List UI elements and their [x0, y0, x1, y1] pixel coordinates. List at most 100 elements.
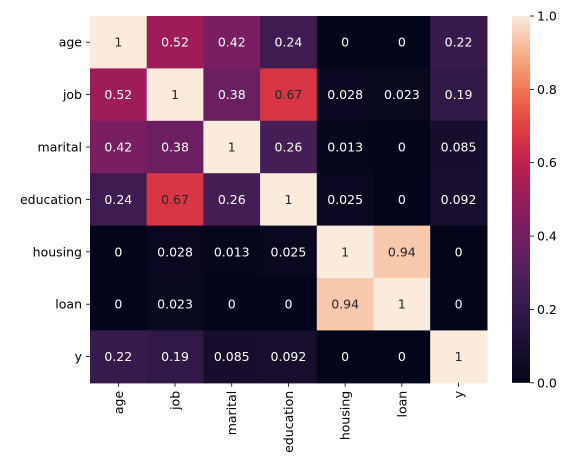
cell-label-age-marital: 0.42: [218, 35, 246, 50]
cell-housing-age: [90, 225, 148, 279]
cell-housing-loan: [373, 225, 431, 279]
cell-education-marital: [203, 173, 261, 227]
cell-label-y-job: 0.19: [161, 349, 189, 364]
cell-education-loan: [373, 173, 431, 227]
cell-label-y-y: 1: [455, 349, 463, 364]
cell-marital-education: [260, 120, 318, 174]
cell-label-housing-y: 0: [455, 244, 463, 259]
cell-housing-marital: [203, 225, 261, 279]
cell-job-y: [430, 68, 488, 122]
y-tick-label-loan: loan: [55, 297, 82, 312]
colorbar-tick-label-0.4: 0.4: [537, 229, 557, 244]
cell-job-job: [146, 68, 204, 122]
x-tick-label-marital: marital: [224, 391, 239, 435]
y-tick-label-housing: housing: [33, 244, 82, 259]
x-tick-labels: age job marital education housing loan y: [111, 382, 466, 453]
cell-label-loan-education: 0: [284, 297, 292, 312]
cell-housing-education: [260, 225, 318, 279]
x-tick-label-job: job: [168, 391, 183, 411]
cell-label-education-housing: 0.025: [327, 192, 363, 207]
cell-loan-y: [430, 278, 488, 331]
cell-education-housing: [316, 173, 375, 227]
cell-marital-housing: [316, 120, 375, 174]
colorbar-tick-label-1.0: 1.0: [537, 9, 557, 24]
cell-label-y-education: 0.092: [271, 349, 307, 364]
cell-label-loan-y: 0: [455, 297, 463, 312]
cell-job-education: [260, 68, 318, 122]
cell-label-loan-marital: 0: [228, 297, 236, 312]
cell-age-housing: [316, 16, 375, 69]
cell-marital-y: [430, 120, 488, 174]
cell-label-y-marital: 0.085: [214, 349, 250, 364]
cell-label-job-marital: 0.38: [218, 87, 246, 102]
cell-housing-housing: [316, 225, 375, 279]
cell-job-loan: [373, 68, 431, 122]
cell-marital-loan: [373, 120, 431, 174]
cell-job-age: [90, 68, 148, 122]
cell-y-job: [146, 330, 204, 384]
cell-label-marital-education: 0.26: [275, 140, 303, 155]
cell-age-y: [430, 16, 488, 69]
cell-loan-housing: [316, 278, 375, 331]
colorbar-tick-label-0.0: 0.0: [537, 375, 557, 390]
cell-y-education: [260, 330, 318, 384]
cell-education-education: [260, 173, 318, 227]
heatmap-cells: 1 0.52 0.42 0.24 0 0 0.22 0.52 1 0.38 0.67 0.028 0.0…: [90, 16, 488, 384]
cell-loan-job: [146, 278, 204, 331]
cell-y-y: [430, 330, 488, 384]
cell-label-job-education: 0.67: [275, 87, 303, 102]
cell-label-job-housing: 0.028: [327, 87, 363, 102]
cell-age-marital: [203, 16, 261, 69]
cell-job-marital: [203, 68, 261, 122]
cell-label-education-loan: 0: [398, 192, 406, 207]
cell-label-job-y: 0.19: [445, 87, 473, 102]
colorbar-tick-label-0.8: 0.8: [537, 82, 557, 97]
cell-label-marital-y: 0.085: [441, 140, 477, 155]
cell-label-housing-job: 0.028: [157, 244, 193, 259]
cell-label-housing-loan: 0.94: [388, 244, 416, 259]
cell-label-education-age: 0.24: [104, 192, 132, 207]
x-tick-label-loan: loan: [394, 391, 409, 418]
cell-label-education-y: 0.092: [441, 192, 477, 207]
cell-label-loan-loan: 1: [398, 297, 406, 312]
cell-marital-age: [90, 120, 148, 174]
cell-age-loan: [373, 16, 431, 69]
colorbar-tick-label-0.2: 0.2: [537, 302, 557, 317]
x-tick-label-age: age: [111, 391, 126, 415]
x-tick-label-housing: housing: [338, 391, 353, 440]
cell-label-job-loan: 0.023: [384, 87, 420, 102]
cell-label-age-education: 0.24: [275, 35, 303, 50]
cell-label-job-job: 1: [171, 87, 179, 102]
cell-label-housing-education: 0.025: [271, 244, 307, 259]
cell-loan-loan: [373, 278, 431, 331]
cell-y-loan: [373, 330, 431, 384]
cell-label-marital-marital: 1: [228, 140, 236, 155]
cell-y-housing: [316, 330, 375, 384]
cell-label-age-job: 0.52: [161, 35, 189, 50]
cell-job-housing: [316, 68, 375, 122]
cell-age-education: [260, 16, 318, 69]
cell-loan-education: [260, 278, 318, 331]
cell-label-marital-job: 0.38: [161, 140, 189, 155]
cell-label-marital-housing: 0.013: [327, 140, 363, 155]
cell-loan-marital: [203, 278, 261, 331]
cell-y-marital: [203, 330, 261, 384]
x-tick-label-y: y: [451, 390, 466, 398]
cell-label-age-loan: 0: [398, 35, 406, 50]
cell-label-education-education: 1: [284, 192, 292, 207]
cell-marital-job: [146, 120, 204, 174]
cell-label-y-housing: 0: [341, 349, 349, 364]
cell-label-job-age: 0.52: [104, 87, 132, 102]
cell-label-age-y: 0.22: [445, 35, 473, 50]
y-tick-label-education: education: [20, 192, 82, 207]
cell-y-age: [90, 330, 148, 384]
y-tick-label-marital: marital: [38, 140, 82, 155]
cell-label-marital-loan: 0: [398, 140, 406, 155]
y-tick-labels: age job marital education housing loan y: [20, 35, 90, 364]
cell-label-housing-housing: 1: [341, 244, 349, 259]
cell-education-y: [430, 173, 488, 227]
cell-housing-job: [146, 225, 204, 279]
cell-label-housing-age: 0: [114, 244, 122, 259]
colorbar-tick-label-0.6: 0.6: [537, 155, 557, 170]
